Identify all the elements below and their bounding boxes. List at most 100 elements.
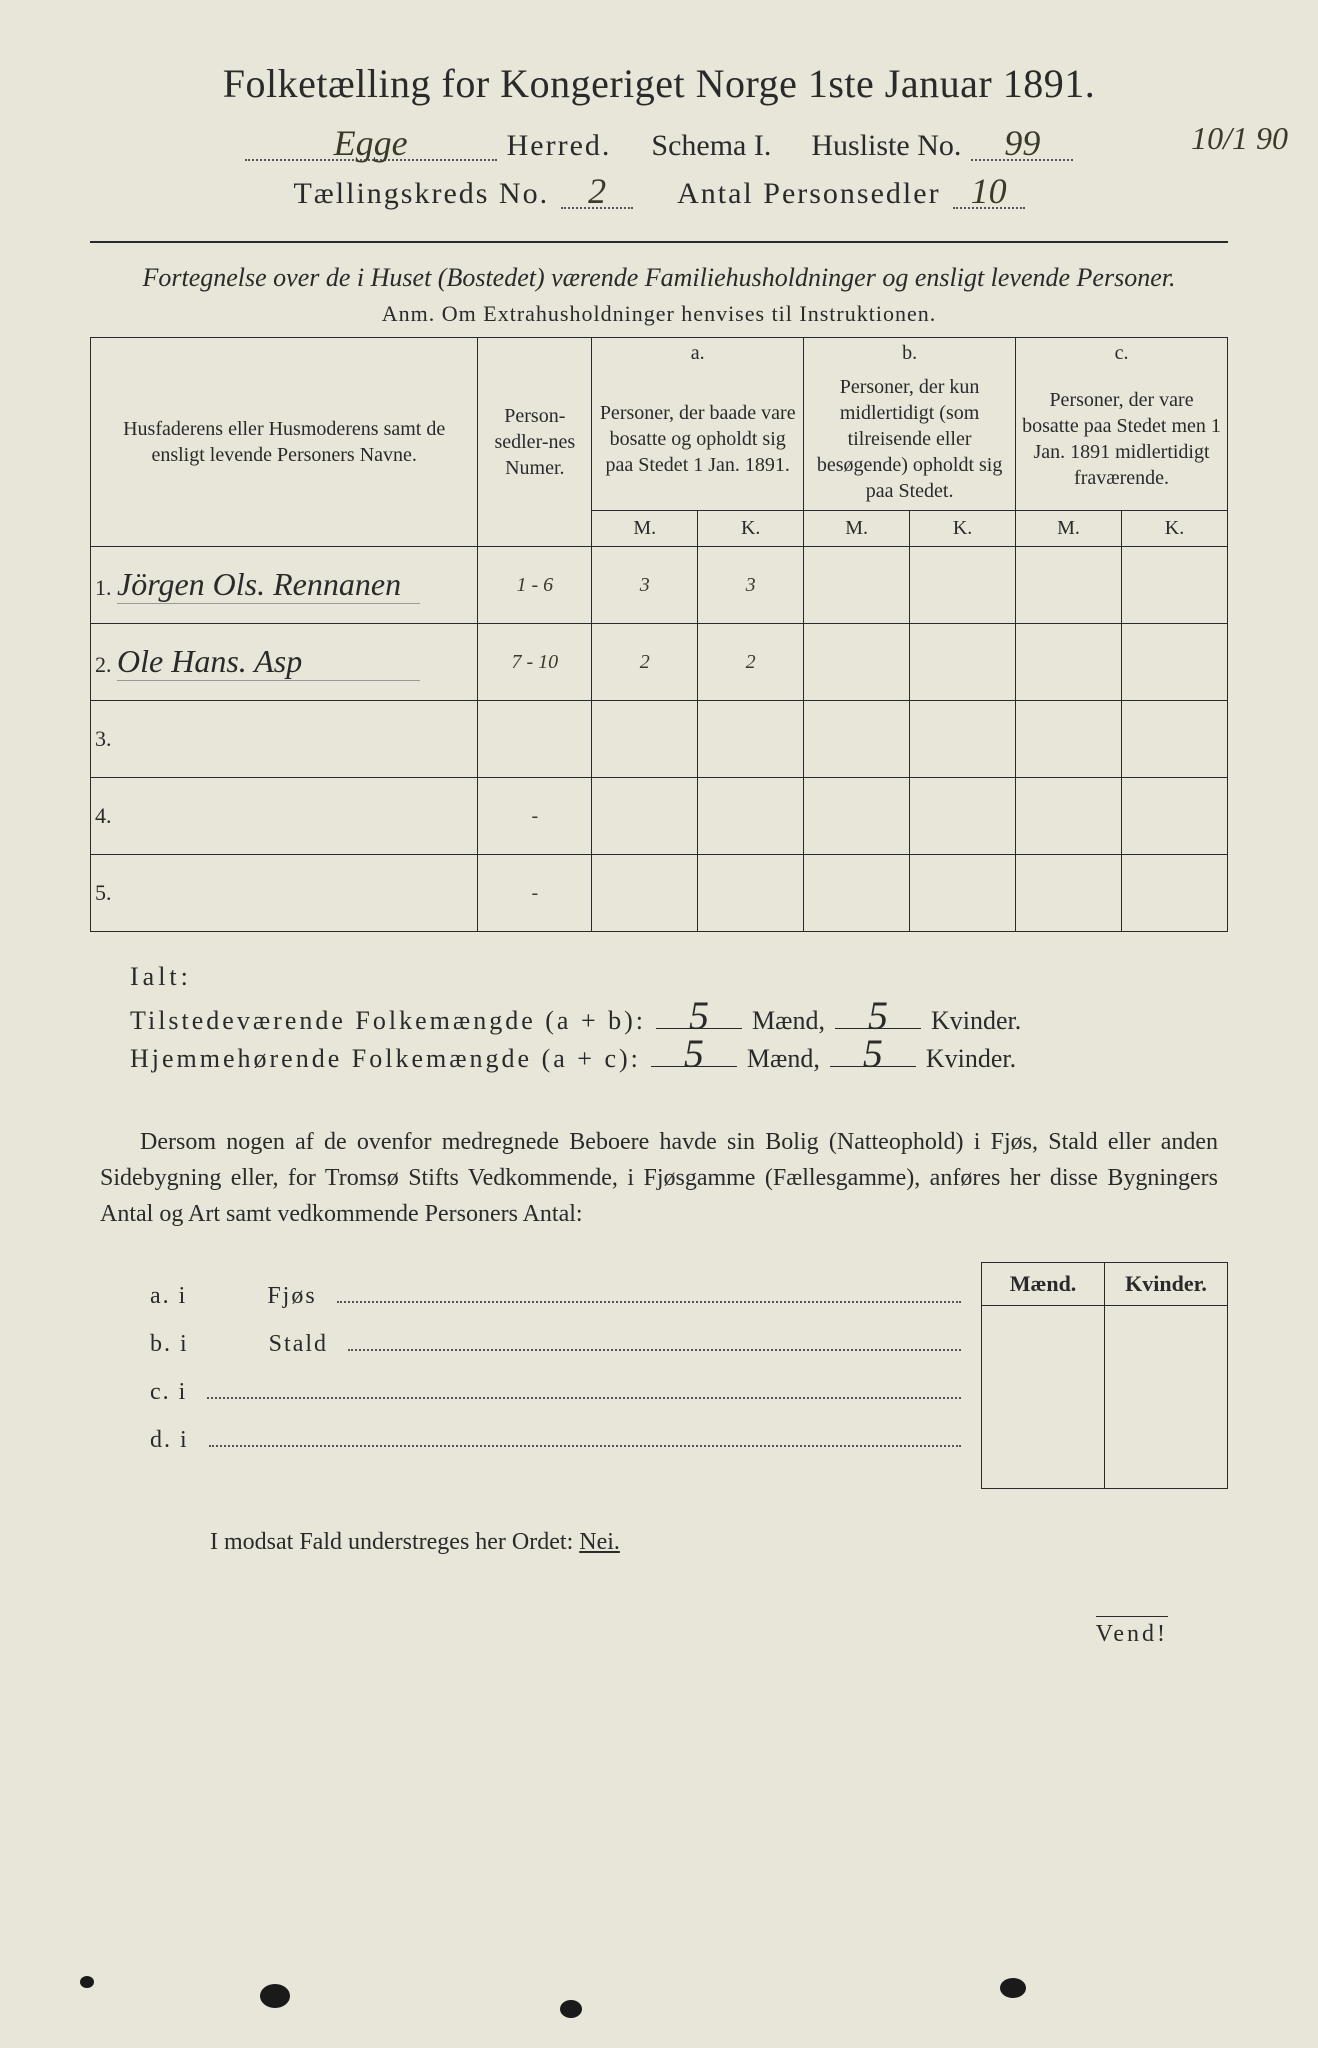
th-c-label: c. <box>1016 338 1228 369</box>
hjemme-line: Hjemmehørende Folkemængde (a + c): 5 Mæn… <box>130 1042 1228 1074</box>
row-bK <box>910 624 1016 701</box>
kvinder-label: Kvinder. <box>931 1006 1021 1036</box>
line-herred: Egge Herred. Schema I. Husliste No. 99 <box>90 127 1228 163</box>
row-bK <box>910 701 1016 778</box>
antal-value: 10 <box>953 175 1025 209</box>
hjemme-label: Hjemmehørende Folkemængde (a + c): <box>130 1044 641 1074</box>
dots <box>348 1325 961 1351</box>
hjemme-M: 5 <box>651 1042 737 1067</box>
row-index: 3. <box>91 701 478 778</box>
abcd-a-label: Fjøs <box>267 1272 316 1320</box>
divider <box>90 241 1228 243</box>
abcd-a-prefix: a. i <box>150 1272 187 1320</box>
kvinder-label-2: Kvinder. <box>926 1044 1016 1074</box>
row-cK <box>1121 701 1227 778</box>
row-bK <box>910 547 1016 624</box>
table-row: 1. Jörgen Ols. Rennanen1 - 633 <box>91 547 1228 624</box>
herred-value: Egge <box>245 127 497 161</box>
page-title: Folketælling for Kongeriget Norge 1ste J… <box>90 60 1228 107</box>
row-index: 2. Ole Hans. Asp <box>91 624 478 701</box>
row-bM <box>804 547 910 624</box>
tilstede-label: Tilstedeværende Folkemængde (a + b): <box>130 1006 646 1036</box>
th-b-K: K. <box>910 511 1016 547</box>
row-name: Ole Hans. Asp <box>117 643 420 681</box>
row-aM: 2 <box>592 624 698 701</box>
row-bM <box>804 624 910 701</box>
row-cK <box>1121 624 1227 701</box>
row-name: Jörgen Ols. Rennanen <box>117 566 420 604</box>
line-kreds: Tællingskreds No. 2 Antal Personsedler 1… <box>90 175 1228 211</box>
row-numer: - <box>478 855 592 932</box>
th-b-M: M. <box>804 511 910 547</box>
nei-word: Nei. <box>579 1529 620 1555</box>
row-aM <box>592 855 698 932</box>
table-row: 4.- <box>91 778 1228 855</box>
table-row: 3. <box>91 701 1228 778</box>
row-aM <box>592 701 698 778</box>
row-bM <box>804 701 910 778</box>
table-row: 5.- <box>91 855 1228 932</box>
tilstede-line: Tilstedeværende Folkemængde (a + b): 5 M… <box>130 1004 1228 1036</box>
row-bK <box>910 855 1016 932</box>
th-a-K: K. <box>698 511 804 547</box>
row-aM: 3 <box>592 547 698 624</box>
row-cK <box>1121 547 1227 624</box>
abcd-c-prefix: c. i <box>150 1368 187 1416</box>
row-aK <box>698 855 804 932</box>
abcd-b-prefix: b. i <box>150 1320 189 1368</box>
th-b-label: b. <box>804 338 1016 369</box>
abcd-b-label: Stald <box>269 1320 328 1368</box>
row-numer <box>478 701 592 778</box>
modsat-line: I modsat Fald understreges her Ordet: Ne… <box>210 1529 1228 1556</box>
row-cM <box>1016 778 1122 855</box>
kreds-value: 2 <box>561 175 633 209</box>
row-index: 1. Jörgen Ols. Rennanen <box>91 547 478 624</box>
row-bM <box>804 778 910 855</box>
ialt-label: Ialt: <box>130 962 1228 992</box>
th-names: Husfaderens eller Husmoderens samt de en… <box>91 338 478 547</box>
row-cM <box>1016 855 1122 932</box>
census-table: Husfaderens eller Husmoderens samt de en… <box>90 337 1228 932</box>
schema-label: Schema I. <box>651 129 771 163</box>
dots <box>209 1421 961 1447</box>
row-aK: 3 <box>698 547 804 624</box>
row-aM <box>592 778 698 855</box>
row-numer: 7 - 10 <box>478 624 592 701</box>
th-c-M: M. <box>1016 511 1122 547</box>
th-a: Personer, der baade vare bosatte og opho… <box>592 368 804 511</box>
row-cK <box>1121 855 1227 932</box>
row-index: 5. <box>91 855 478 932</box>
row-cM <box>1016 624 1122 701</box>
row-cM <box>1016 701 1122 778</box>
kreds-label: Tællingskreds No. <box>293 177 549 211</box>
mk-head-K: Kvinder. <box>1105 1263 1228 1306</box>
ink-blot <box>260 1984 290 2008</box>
mk-head-M: Mænd. <box>982 1263 1105 1306</box>
modsat-text: I modsat Fald understreges her Ordet: <box>210 1529 579 1555</box>
row-index: 4. <box>91 778 478 855</box>
mk-side-table: Mænd. Kvinder. <box>981 1262 1228 1489</box>
ink-blot <box>560 2000 582 2018</box>
anm-note: Anm. Om Extrahusholdninger henvises til … <box>90 301 1228 327</box>
th-numer: Person-sedler-nes Numer. <box>478 338 592 547</box>
row-bM <box>804 855 910 932</box>
dots <box>337 1277 961 1303</box>
row-aK: 2 <box>698 624 804 701</box>
fortegnelse-heading: Fortegnelse over de i Huset (Bostedet) v… <box>90 263 1228 293</box>
maend-label: Mænd, <box>752 1006 825 1036</box>
herred-label: Herred. <box>507 129 612 163</box>
husliste-value: 99 <box>971 127 1073 161</box>
row-cM <box>1016 547 1122 624</box>
ink-blot <box>80 1976 94 1988</box>
abcd-d-prefix: d. i <box>150 1416 189 1464</box>
paragraph-bolig: Dersom nogen af de ovenfor medregnede Be… <box>100 1124 1218 1232</box>
husliste-label: Husliste No. <box>811 129 961 163</box>
tilstede-M: 5 <box>656 1004 742 1029</box>
th-c: Personer, der vare bosatte paa Stedet me… <box>1016 368 1228 511</box>
th-c-K: K. <box>1121 511 1227 547</box>
dots <box>207 1373 961 1399</box>
row-aK <box>698 778 804 855</box>
row-numer: 1 - 6 <box>478 547 592 624</box>
hjemme-K: 5 <box>830 1042 916 1067</box>
th-a-M: M. <box>592 511 698 547</box>
